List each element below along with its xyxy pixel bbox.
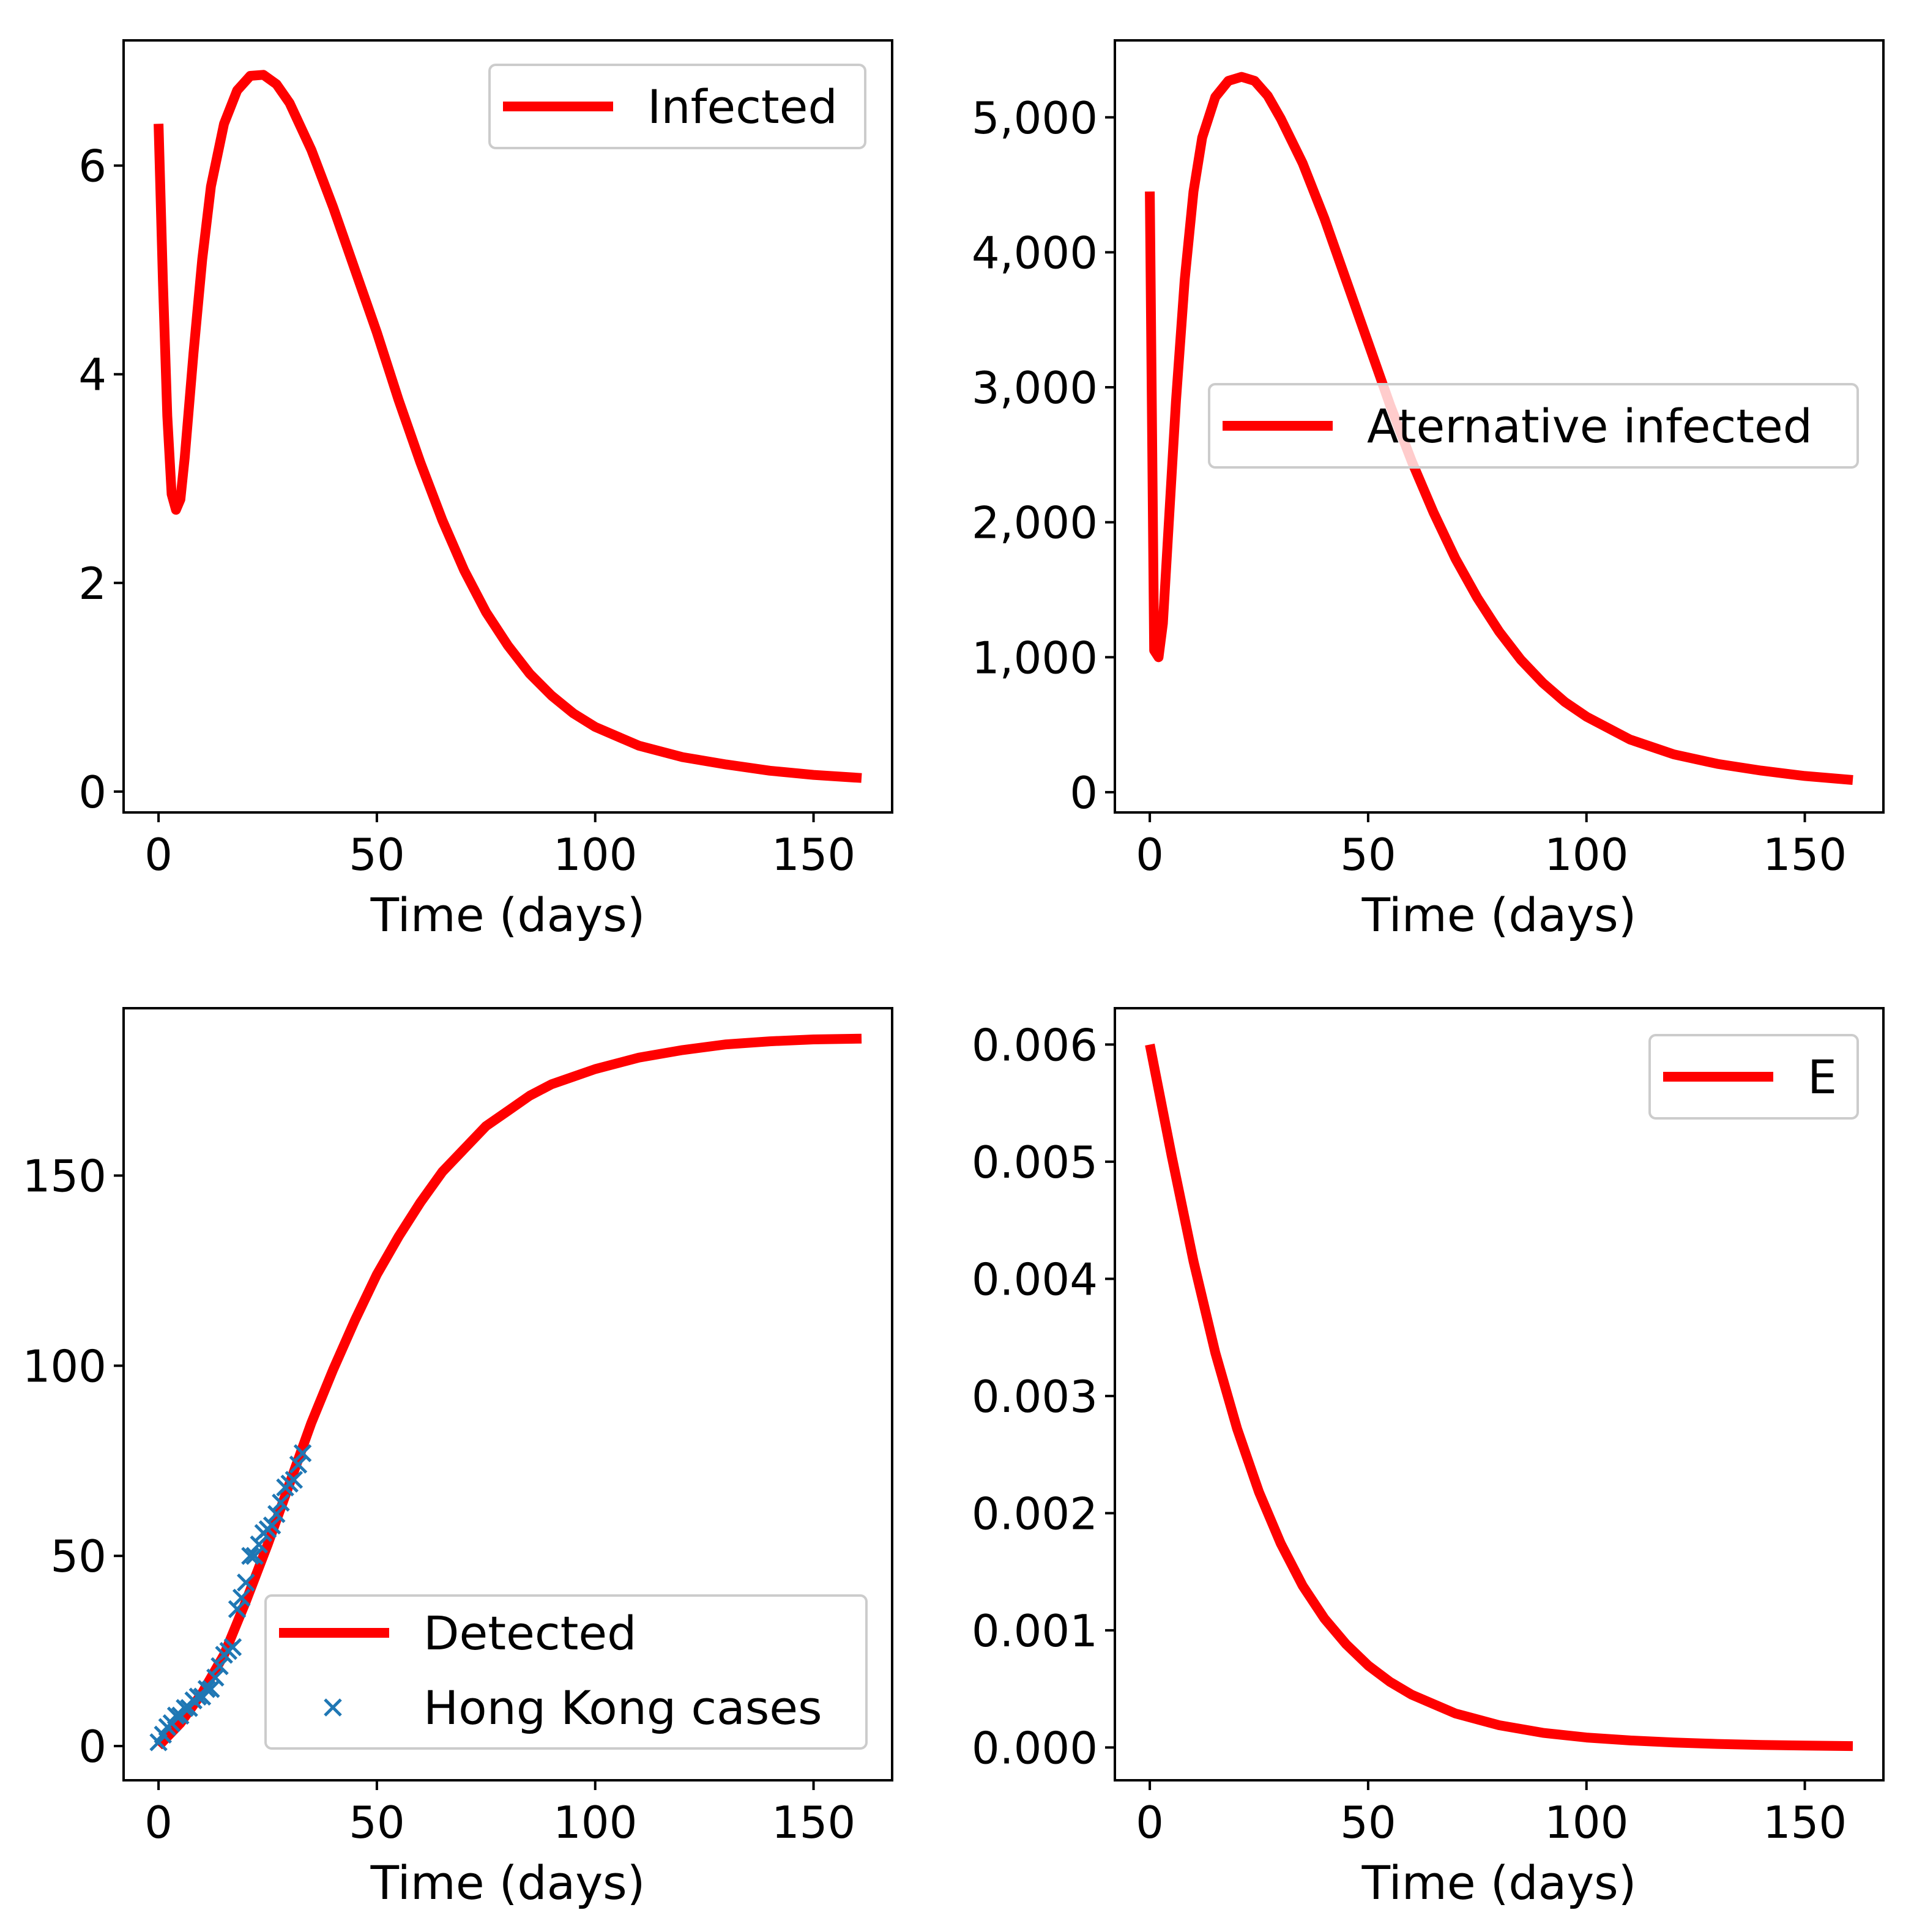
x-tick-label: 100 bbox=[553, 1797, 637, 1848]
scatter-point bbox=[267, 1505, 286, 1523]
legend: Infected bbox=[488, 64, 866, 149]
legend-frame bbox=[1208, 383, 1859, 469]
y-tick-label: 0.005 bbox=[972, 1137, 1098, 1188]
x-axis-label: Time (days) bbox=[1361, 888, 1637, 942]
y-tick-label: 1,000 bbox=[972, 632, 1098, 683]
scatter-point bbox=[201, 1680, 220, 1698]
scatter-point bbox=[232, 1588, 251, 1607]
chart-panel-2: 0 50 100 150 0 1,000 2,000 3,000 4,000 5,000 Time … bbox=[972, 39, 1885, 942]
chart-panel-4: 0 50 100 150 0.000 0.001 0.002 0.003 0.004 0.005 0… bbox=[972, 1007, 1885, 1910]
y-tick-label: 0.000 bbox=[972, 1722, 1098, 1774]
scatter-point bbox=[289, 1455, 308, 1474]
legend-marker-x bbox=[324, 1698, 342, 1717]
legend-frame bbox=[488, 64, 866, 149]
legend: E bbox=[1648, 1034, 1859, 1120]
chart-panels: 0 50 100 150 0 2 4 6 Time (days) Infected 0 50 100 15… bbox=[23, 39, 1885, 1910]
x-axis-label: Time (days) bbox=[1361, 1856, 1637, 1910]
y-tick-label: 0 bbox=[78, 767, 106, 818]
plot-frame bbox=[122, 1007, 893, 1782]
chart-panel-1: 0 50 100 150 0 2 4 6 Time (days) Infected bbox=[78, 39, 893, 942]
chart-panel-3: 0 50 100 150 0 50 100 150 Time (days) Detected Hon… bbox=[23, 1007, 893, 1910]
y-tick-label: 2,000 bbox=[972, 497, 1098, 549]
y-tick-label: 3,000 bbox=[972, 362, 1098, 414]
x-tick-label: 0 bbox=[1136, 829, 1164, 880]
y-tick-label: 0.004 bbox=[972, 1254, 1098, 1305]
x-tick-label: 150 bbox=[1763, 829, 1847, 880]
y-tick-label: 100 bbox=[23, 1340, 106, 1392]
plot-frame bbox=[1114, 1007, 1885, 1782]
scatter-point bbox=[210, 1657, 229, 1676]
scatter-point bbox=[241, 1547, 259, 1565]
x-tick-label: 100 bbox=[1544, 1797, 1628, 1848]
x-tick-label: 150 bbox=[1763, 1797, 1847, 1848]
y-tick-label: 2 bbox=[78, 558, 106, 609]
scatter-point bbox=[228, 1600, 247, 1619]
y-tick-label: 4,000 bbox=[972, 227, 1098, 278]
scatter-point bbox=[263, 1516, 281, 1535]
y-tick-label: 0.006 bbox=[972, 1019, 1098, 1071]
x-tick-label: 150 bbox=[772, 1797, 855, 1848]
y-tick-label: 4 bbox=[78, 349, 106, 401]
x-tick-label: 100 bbox=[1544, 829, 1628, 880]
x-tick-label: 50 bbox=[1340, 829, 1396, 880]
y-tick-label: 0 bbox=[1070, 767, 1098, 819]
y-tick-label: 150 bbox=[23, 1151, 106, 1202]
scatter-series-hong-kong-cases bbox=[149, 1444, 312, 1752]
y-tick-label: 0.002 bbox=[972, 1488, 1098, 1539]
x-tick-label: 0 bbox=[144, 1797, 173, 1848]
scatter-point bbox=[237, 1573, 255, 1592]
x-tick-label: 100 bbox=[553, 829, 637, 880]
y-tick-label: 0.003 bbox=[972, 1371, 1098, 1422]
series-line-aternative-infected bbox=[1145, 72, 1853, 785]
scatter-point bbox=[206, 1668, 225, 1687]
legend: Detected Hong Kong cases bbox=[264, 1594, 868, 1750]
legend-label: E bbox=[1808, 1050, 1837, 1104]
scatter-point bbox=[272, 1493, 290, 1512]
y-tick-label: 0.001 bbox=[972, 1605, 1098, 1657]
y-tick-label: 6 bbox=[78, 141, 106, 192]
legend-label: Aternative infected bbox=[1367, 399, 1812, 453]
x-tick-label: 50 bbox=[349, 1797, 405, 1848]
series-line-detected bbox=[155, 1033, 862, 1750]
x-axis-label: Time (days) bbox=[370, 1856, 646, 1910]
x-tick-label: 150 bbox=[772, 829, 855, 880]
scatter-point bbox=[223, 1638, 242, 1657]
y-tick-label: 50 bbox=[50, 1531, 106, 1582]
plot-frame bbox=[1114, 39, 1885, 814]
series-line-e bbox=[1145, 1043, 1853, 1752]
scatter-point bbox=[197, 1680, 216, 1698]
legend-label: Hong Kong cases bbox=[423, 1681, 822, 1735]
legend-label: Infected bbox=[647, 80, 838, 134]
x-tick-label: 50 bbox=[349, 829, 405, 880]
legend-frame bbox=[264, 1594, 868, 1750]
legend-label: Detected bbox=[423, 1606, 636, 1660]
x-tick-label: 0 bbox=[1136, 1797, 1164, 1848]
x-tick-label: 50 bbox=[1340, 1797, 1396, 1848]
y-tick-label: 5,000 bbox=[972, 92, 1098, 144]
scatter-point bbox=[285, 1471, 303, 1489]
y-tick-label: 0 bbox=[78, 1721, 106, 1772]
scatter-point bbox=[245, 1547, 264, 1565]
legend: Aternative infected bbox=[1208, 383, 1859, 469]
plot-frame bbox=[122, 39, 893, 814]
series-line-infected bbox=[154, 70, 862, 783]
scatter-point bbox=[293, 1444, 312, 1463]
x-tick-label: 0 bbox=[144, 829, 173, 880]
x-axis-label: Time (days) bbox=[370, 888, 646, 942]
scatter-point bbox=[250, 1535, 268, 1554]
